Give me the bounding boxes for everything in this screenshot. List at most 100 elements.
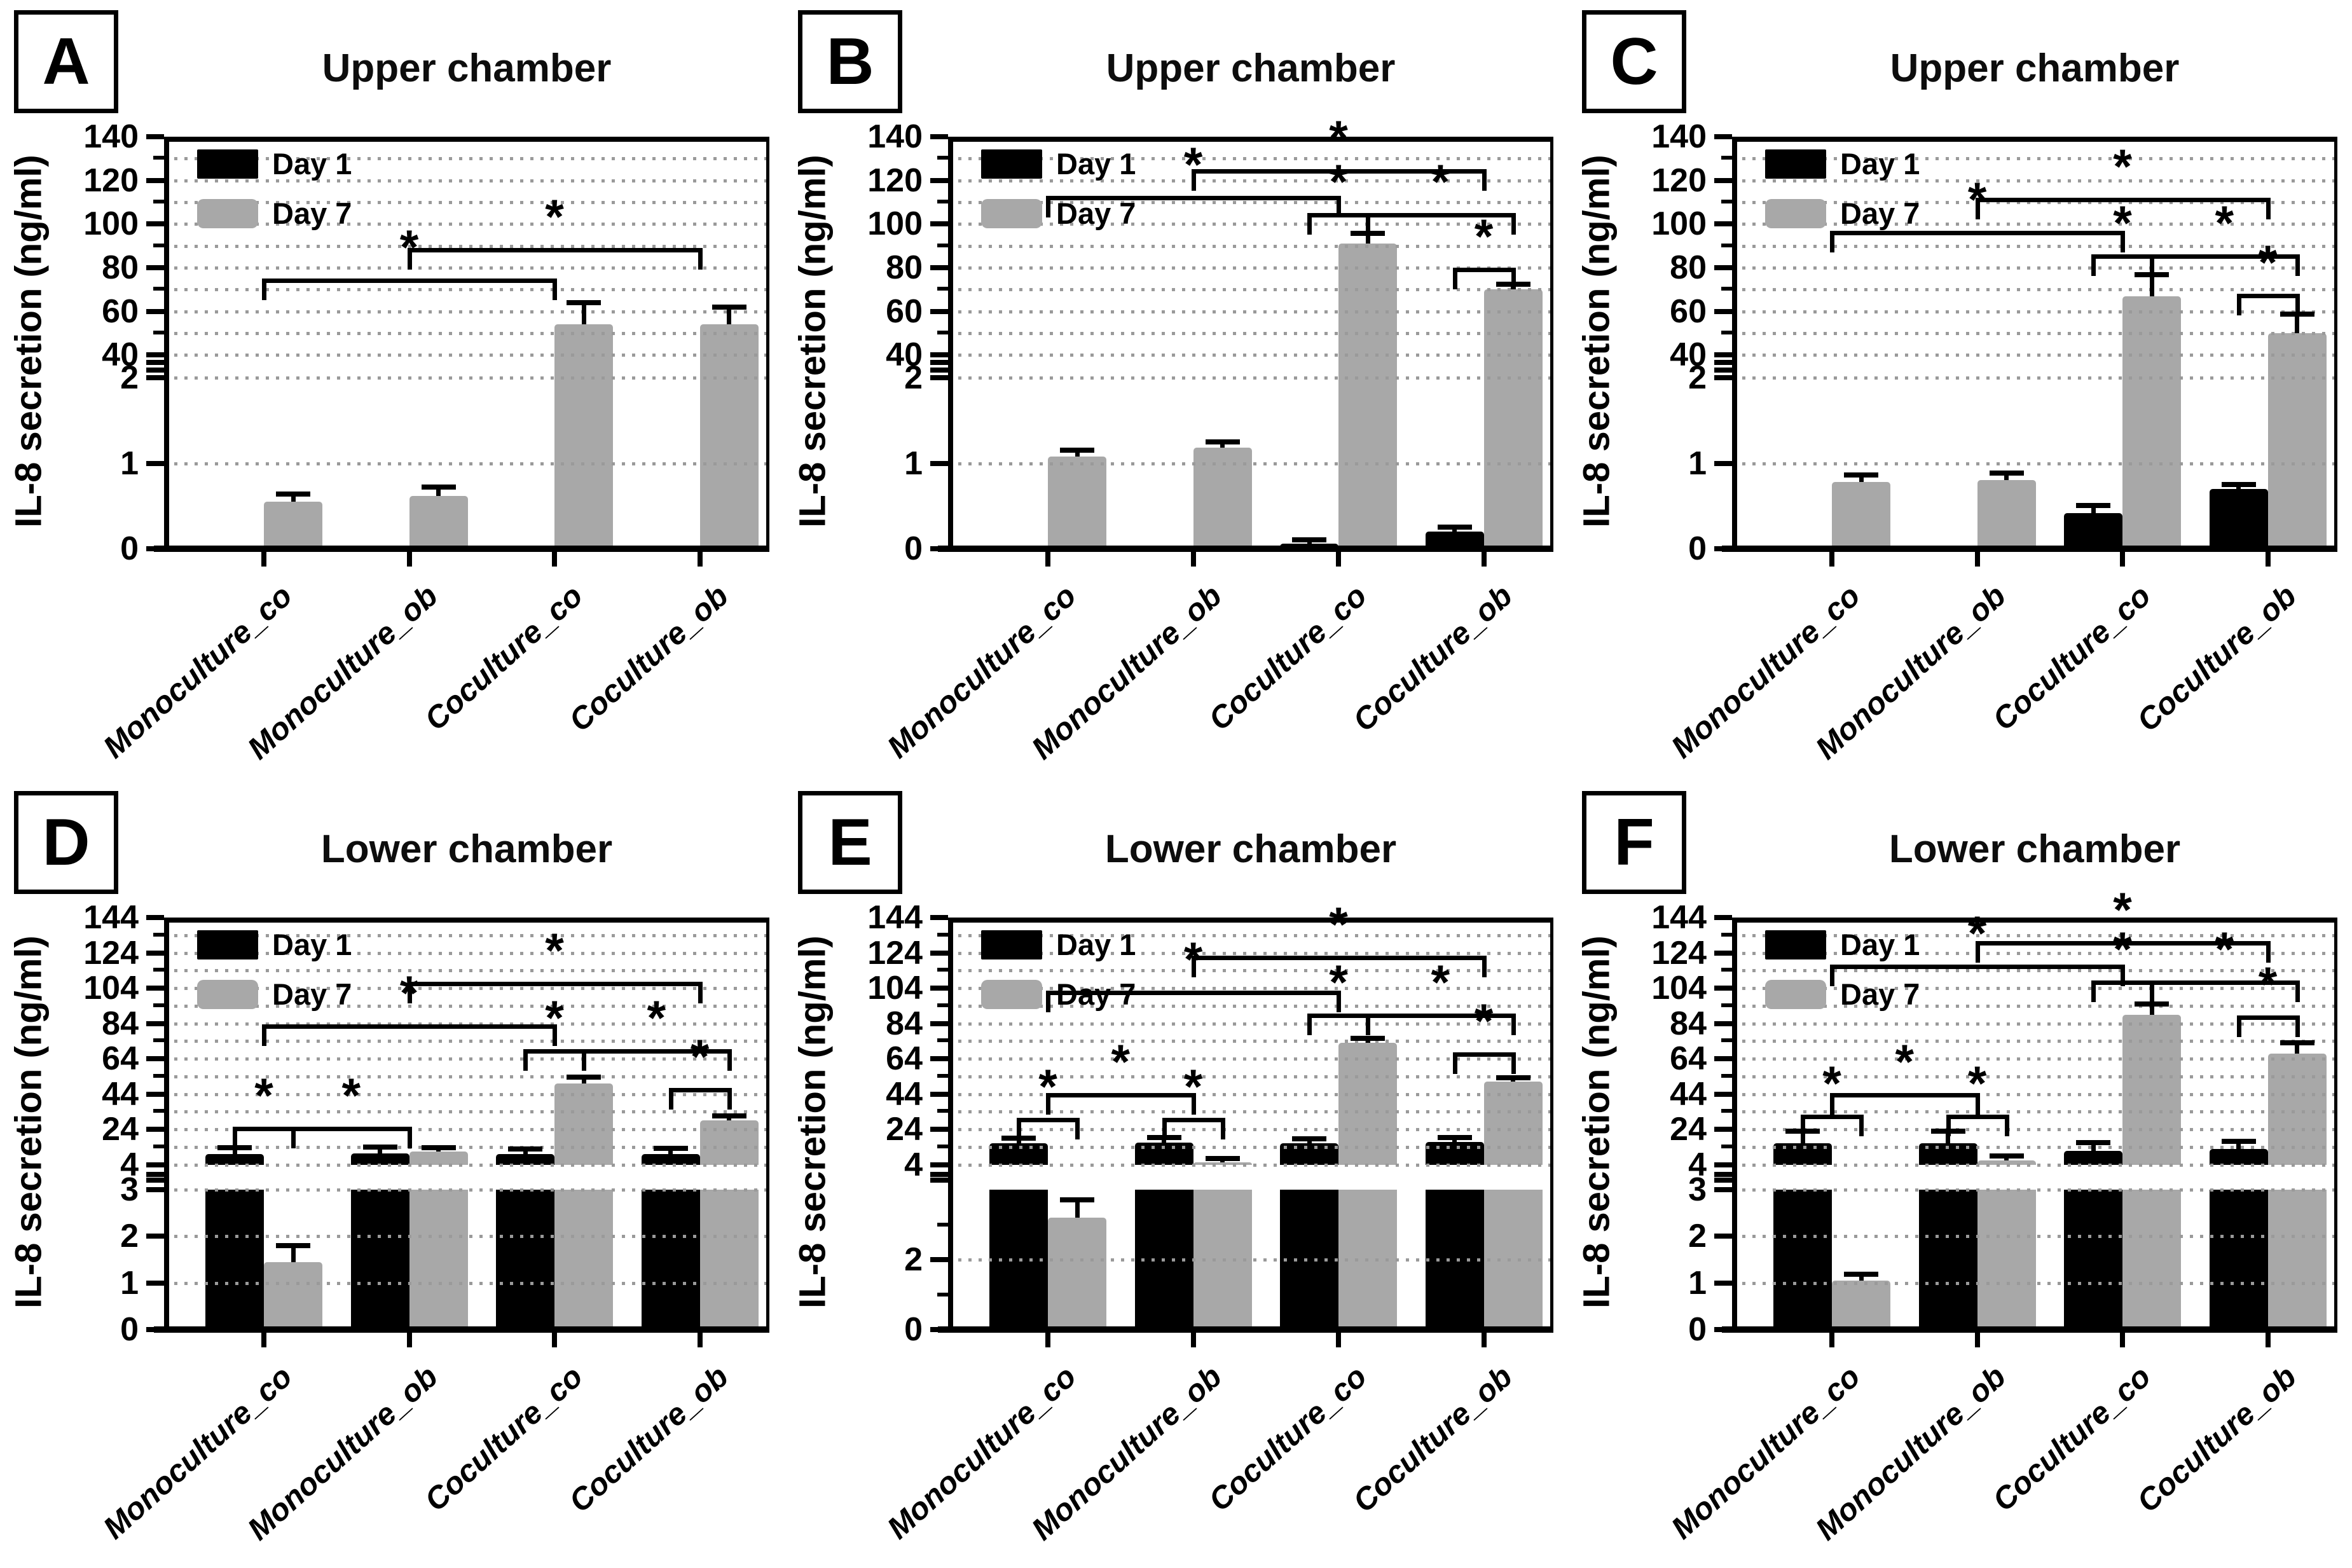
y-tick-label: 144 — [1651, 899, 1707, 936]
error-bar-cap — [2076, 503, 2111, 509]
y-minor-tick — [1721, 287, 1732, 291]
y-tick-label: 24 — [1670, 1111, 1707, 1148]
significance-bracket-leg — [2295, 980, 2300, 1002]
gridline — [948, 951, 1553, 955]
y-tick-label: 40 — [1670, 336, 1707, 374]
error-bar-cap — [1437, 1135, 1472, 1141]
y-tick-label: 4 — [120, 1146, 139, 1183]
y-major-tick — [1714, 375, 1732, 381]
gridline — [1732, 1163, 2337, 1167]
significance-bracket-leg — [582, 1049, 587, 1071]
gridline — [164, 951, 769, 955]
error-bar-stem — [1220, 1160, 1225, 1162]
significance-bracket-line — [1046, 195, 1342, 200]
x-tick — [406, 549, 412, 567]
panel-title: Lower chamber — [1104, 827, 1397, 871]
y-major-tick — [146, 177, 164, 183]
plot-border-right — [766, 918, 769, 1330]
gridline — [948, 288, 1553, 292]
y-axis-upper-segment — [948, 918, 953, 1181]
gridline — [948, 462, 1553, 465]
panel-F: F Lower chamber IL-8 secretion (ng/ml) * * * *… — [1568, 781, 2352, 1562]
significance-bracket-leg — [553, 279, 558, 301]
bar-day7-coculture_ob — [699, 1189, 759, 1330]
significance-bracket-line — [291, 1127, 412, 1132]
bar-day1-monoculture_ob — [350, 1189, 409, 1330]
significance-bracket-leg — [2266, 198, 2271, 220]
significance-bracket-leg — [1075, 1118, 1080, 1140]
panel-title: Upper chamber — [322, 46, 612, 90]
y-minor-tick — [937, 331, 948, 335]
gridline — [1732, 266, 2337, 270]
legend-swatch-day1 — [197, 930, 258, 959]
error-bar-stem — [1859, 1276, 1864, 1281]
y-minor-tick — [937, 1109, 948, 1113]
gridline — [164, 462, 769, 465]
significance-bracket-leg — [1162, 1118, 1167, 1140]
y-tick-label: 1 — [904, 444, 923, 482]
panel-C: C Upper chamber IL-8 secretion (ng/ml) * * * *… — [1568, 0, 2352, 781]
panel-title: Lower chamber — [320, 827, 613, 871]
error-bar-cap — [1437, 525, 1472, 530]
y-major-tick — [1714, 1280, 1732, 1286]
significance-asterisk: * — [2113, 196, 2132, 251]
y-tick-label: 40 — [886, 336, 923, 374]
significance-bracket-leg — [1191, 955, 1196, 977]
error-bar-cap — [1292, 1136, 1327, 1142]
bar-day1-coculture_co — [2064, 512, 2123, 549]
significance-bracket-leg — [668, 1087, 673, 1110]
gridline — [1732, 179, 2337, 182]
error-bar-stem — [1307, 1141, 1312, 1144]
x-tick — [1974, 549, 1980, 567]
bar-day7-coculture_co — [554, 1083, 614, 1165]
significance-bracket-leg — [1801, 1114, 1806, 1136]
significance-bracket-line — [523, 1049, 587, 1054]
significance-bracket-line — [1452, 267, 1516, 272]
y-major-tick — [146, 1021, 164, 1026]
bar-day1-coculture_co — [2064, 1150, 2123, 1165]
x-tick — [2120, 1330, 2126, 1347]
gridline — [948, 179, 1553, 182]
plot-border-top — [948, 137, 1553, 142]
error-bar-stem — [1307, 542, 1312, 544]
significance-asterisk: * — [1183, 1060, 1203, 1115]
y-major-tick — [146, 915, 164, 920]
gridline — [164, 1075, 769, 1078]
bar-day7-coculture_co — [2122, 1189, 2182, 1330]
y-axis-lower-segment — [948, 1173, 953, 1330]
significance-bracket-leg — [2295, 1015, 2300, 1038]
y-tick-label: 120 — [867, 162, 923, 199]
y-minor-tick — [1721, 1038, 1732, 1043]
significance-bracket-leg — [523, 1049, 528, 1071]
legend-swatch-day1 — [1765, 149, 1826, 179]
error-bar-cap — [2280, 1040, 2314, 1045]
significance-asterisk: * — [1038, 1060, 1057, 1115]
significance-bracket-leg — [553, 1024, 558, 1046]
bar-day7-monoculture_ob — [1977, 1160, 2036, 1165]
error-bar-cap — [421, 1145, 456, 1151]
y-major-tick — [930, 1127, 948, 1132]
significance-bracket-leg — [1452, 1052, 1457, 1075]
y-major-tick — [930, 134, 948, 139]
bar-day7-monoculture_co — [1048, 456, 1107, 549]
significance-bracket-leg — [1511, 1052, 1516, 1075]
y-major-tick — [930, 460, 948, 466]
y-tick-label: 100 — [867, 205, 923, 243]
significance-bracket-line — [1046, 991, 1342, 996]
gridline — [1732, 1004, 2337, 1008]
significance-asterisk: * — [2258, 236, 2278, 291]
bar-day7-coculture_ob — [2267, 1189, 2327, 1330]
error-bar-cap — [508, 1146, 543, 1152]
y-tick-label: 2 — [904, 1241, 923, 1278]
y-tick-label: 44 — [102, 1075, 139, 1113]
y-tick-label: 4 — [1688, 1146, 1707, 1183]
gridline — [164, 1040, 769, 1043]
plot-border-top — [1732, 137, 2337, 142]
significance-asterisk: * — [1967, 1056, 1987, 1111]
error-bar-stem — [727, 309, 732, 325]
x-tick — [1045, 549, 1051, 567]
y-minor-tick — [1721, 331, 1732, 335]
gridline — [1732, 288, 2337, 292]
gridline — [1732, 244, 2337, 248]
